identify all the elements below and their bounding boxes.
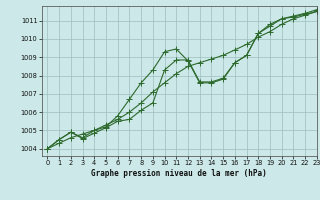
X-axis label: Graphe pression niveau de la mer (hPa): Graphe pression niveau de la mer (hPa)	[91, 169, 267, 178]
